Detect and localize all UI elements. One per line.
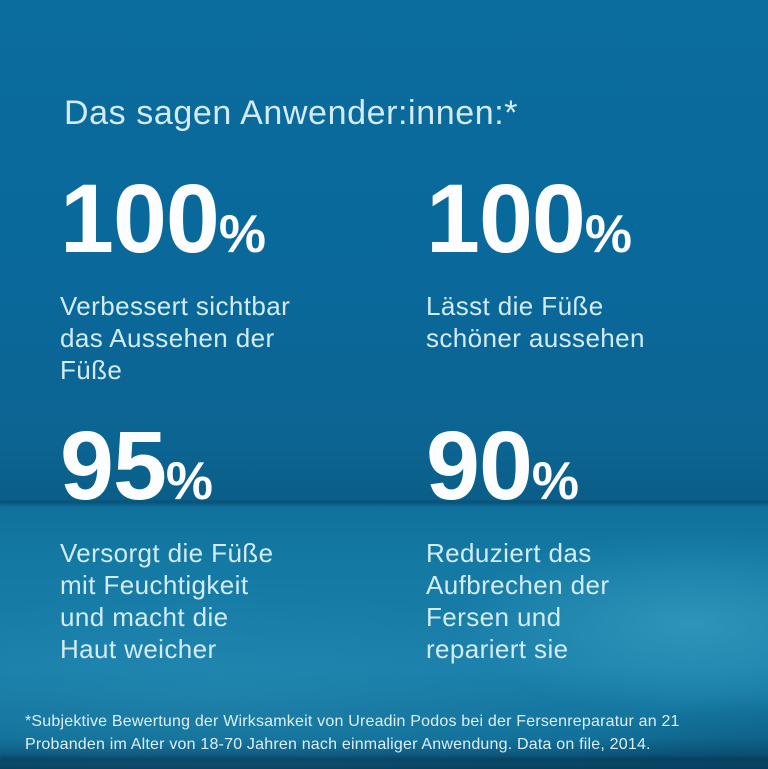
stat-value: 90% [426, 417, 756, 530]
background-horizon-line [0, 501, 768, 504]
stat-value: 95% [60, 417, 390, 530]
stat-item: 90% Reduziert das Aufbrechen der Fersen … [426, 417, 756, 665]
stat-item: 95% Versorgt die Füße mit Feuchtigkeit u… [60, 417, 390, 665]
stat-value: 100% [60, 170, 390, 283]
percent-sign: % [584, 205, 632, 264]
stat-description: Lässt die Füße schöner aussehen [426, 291, 645, 353]
stat-description: Reduziert das Aufbrechen der Fersen und … [426, 538, 610, 664]
stat-description: Versorgt die Füße mit Feuchtigkeit und m… [60, 538, 274, 664]
stat-number: 95 [60, 411, 167, 520]
stat-number: 100 [426, 164, 586, 273]
percent-sign: % [165, 452, 214, 511]
stat-item: 100% Lässt die Füße schöner aussehen [426, 170, 756, 354]
stat-number: 100 [60, 164, 220, 273]
stat-description: Verbessert sichtbar das Aussehen der Füß… [60, 291, 291, 385]
stat-number: 90 [426, 411, 533, 520]
stat-item: 100% Verbessert sichtbar das Aussehen de… [60, 170, 390, 386]
background-bottom-shadow [0, 757, 768, 762]
page-title: Das sagen Anwender:innen:* [64, 93, 519, 132]
percent-sign: % [531, 452, 580, 511]
stat-value: 100% [426, 170, 756, 283]
footnote: *Subjektive Bewertung der Wirksamkeit vo… [25, 713, 680, 753]
percent-sign: % [218, 205, 266, 264]
